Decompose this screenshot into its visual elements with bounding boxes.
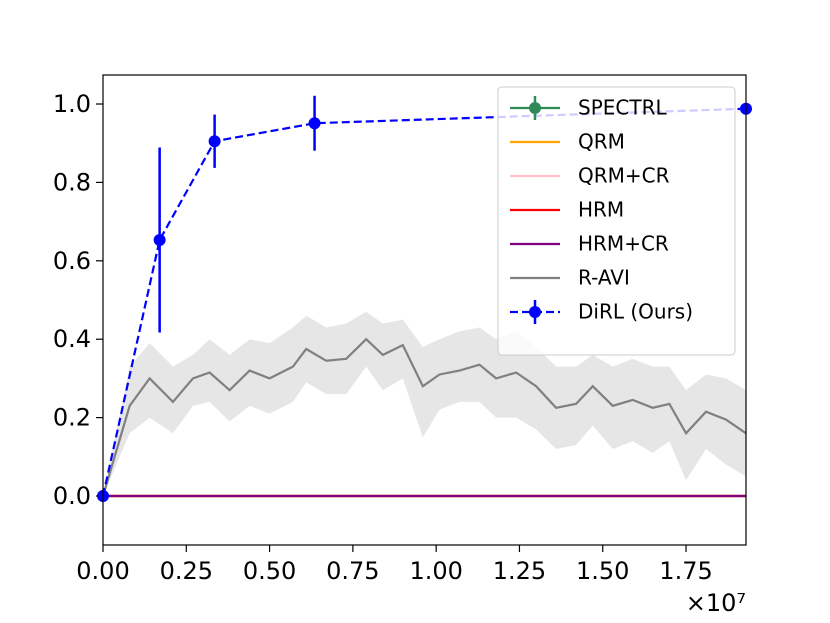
- legend-swatch-dot: [529, 306, 541, 318]
- y-tick-label: 0.0: [53, 482, 91, 510]
- x-offset-label: ×10⁷: [686, 589, 746, 617]
- series-line: [101, 337, 747, 497]
- y-tick-label: 0.8: [53, 168, 91, 196]
- confidence-band: [103, 311, 746, 497]
- x-tick-label: 1.50: [576, 557, 629, 585]
- point: [153, 234, 166, 247]
- x-tick-label: 0.50: [243, 557, 296, 585]
- legend: SPECTRL QRM QRM+CR HRM HRM+CR R-AVI DiRL (Ours…: [497, 86, 736, 356]
- x-tick-label: 1.25: [493, 557, 546, 585]
- point: [308, 117, 321, 130]
- point: [208, 135, 221, 148]
- legend-label: HRM+CR: [578, 232, 669, 256]
- legend-label: HRM: [578, 198, 624, 222]
- legend-box: [497, 86, 736, 356]
- y-tick-label: 1.0: [53, 90, 91, 118]
- y-tick-label: 0.6: [53, 247, 91, 275]
- x-tick-label: 0.00: [76, 557, 129, 585]
- legend-swatch-dot: [529, 102, 541, 114]
- y-tick-label: 0.2: [53, 404, 91, 432]
- legend-label: QRM+CR: [578, 164, 670, 188]
- x-tick-label: 1.75: [659, 557, 712, 585]
- x-tick-label: 0.25: [160, 557, 213, 585]
- x-tick-label: 0.75: [326, 557, 379, 585]
- y-tick-label: 0.4: [53, 325, 91, 353]
- legend-label: SPECTRL: [578, 96, 667, 120]
- legend-label: QRM: [578, 130, 625, 154]
- legend-label: R-AVI: [578, 266, 630, 290]
- plot-frame: [102, 74, 747, 546]
- legend-label: DiRL (Ours): [578, 300, 693, 324]
- x-tick-label: 1.00: [409, 557, 462, 585]
